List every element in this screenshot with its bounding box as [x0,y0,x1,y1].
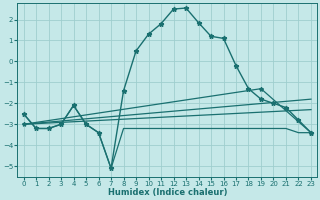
X-axis label: Humidex (Indice chaleur): Humidex (Indice chaleur) [108,188,227,197]
